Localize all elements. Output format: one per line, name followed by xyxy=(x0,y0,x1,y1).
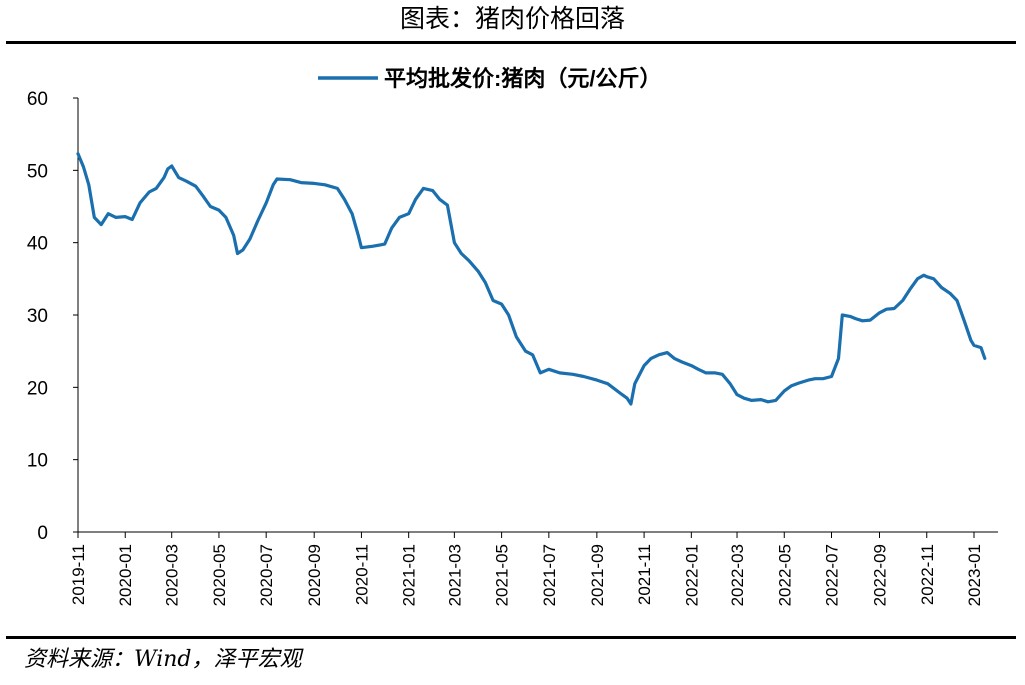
figure-title: 图表：猪肉价格回落 xyxy=(399,4,625,33)
x-tick-label: 2022-05 xyxy=(775,544,794,606)
x-tick-label: 2021-09 xyxy=(588,544,607,606)
top-rule xyxy=(6,41,1016,44)
x-tick-label: 2020-05 xyxy=(210,544,229,606)
x-tick-label: 2022-11 xyxy=(918,544,937,605)
legend: 平均批发价:猪肉（元/公斤） xyxy=(318,66,661,91)
axes: 0 10 20 30 40 50 60 2019-11 2020-01 2020-03 2020-0… xyxy=(27,89,998,606)
x-tick-label: 2022-03 xyxy=(728,544,747,606)
plot-area xyxy=(76,152,987,406)
x-tick-label: 2019-11 xyxy=(69,544,88,605)
y-tick-label: 40 xyxy=(27,234,48,255)
x-tick-label: 2021-01 xyxy=(400,544,419,606)
bottom-rule xyxy=(6,636,1016,639)
y-tick-label: 0 xyxy=(37,523,48,544)
x-tick-label: 2020-11 xyxy=(352,544,371,605)
y-tick-label: 50 xyxy=(27,161,48,182)
y-tick-label: 60 xyxy=(27,89,48,110)
x-tick-label: 2020-07 xyxy=(257,544,276,606)
series-line xyxy=(76,152,987,406)
x-tick-label: 2020-03 xyxy=(163,544,182,606)
x-tick-label: 2021-07 xyxy=(540,544,559,606)
x-tick-label: 2022-07 xyxy=(823,544,842,606)
legend-label: 平均批发价:猪肉（元/公斤） xyxy=(384,66,661,91)
x-tick-label: 2020-09 xyxy=(305,544,324,606)
y-tick-label: 30 xyxy=(27,306,48,327)
x-tick-label: 2022-01 xyxy=(682,544,701,606)
x-tick-label: 2022-09 xyxy=(871,544,890,606)
x-tick-label: 2020-01 xyxy=(116,544,135,606)
line-chart: 平均批发价:猪肉（元/公斤） 0 10 20 30 40 50 60 2019-11 2020-… xyxy=(27,66,998,606)
y-tick-label: 10 xyxy=(27,451,48,472)
x-tick-label: 2021-05 xyxy=(493,544,512,606)
source-note: 资料来源：Wind，泽平宏观 xyxy=(24,647,302,672)
x-tick-label: 2023-01 xyxy=(965,544,984,606)
x-tick-label: 2021-03 xyxy=(445,544,464,606)
x-tick-label: 2021-11 xyxy=(635,544,654,605)
y-tick-label: 20 xyxy=(27,378,48,399)
